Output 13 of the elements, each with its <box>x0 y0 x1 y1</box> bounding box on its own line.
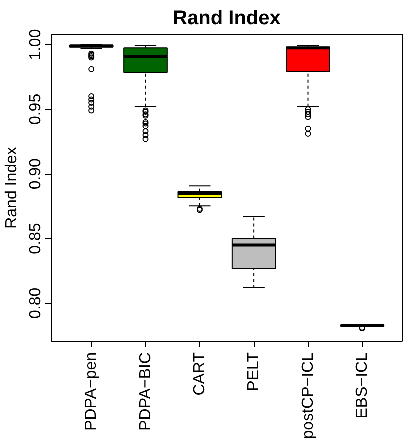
x-tick-label: CART <box>191 352 208 396</box>
y-tick-label: 0.95 <box>28 94 44 126</box>
y-axis-title: Rand Index <box>4 147 20 229</box>
x-tick-label: EBS−ICL <box>354 352 371 419</box>
x-tick-label: postCP−ICL <box>300 352 317 440</box>
chart-title: Rand Index <box>173 8 281 30</box>
y-tick-label: 0.90 <box>28 158 44 190</box>
x-tick-label: PELT <box>246 352 263 392</box>
y-tick-label: 1.00 <box>28 29 44 60</box>
x-tick-label: PDPA−pen <box>83 352 100 431</box>
y-tick-label: 0.80 <box>28 288 44 319</box>
x-tick-label: PDPA−BIC <box>137 352 154 431</box>
y-tick-label: 0.85 <box>28 223 44 254</box>
